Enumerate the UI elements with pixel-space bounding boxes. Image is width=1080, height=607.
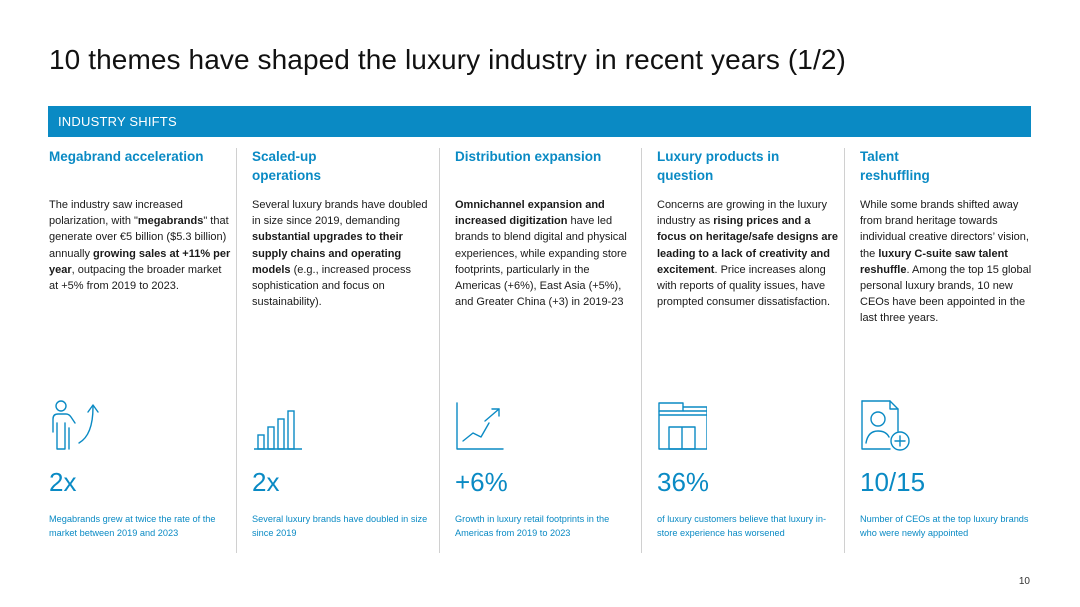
theme-column-distribution: Distribution expansion Omnichannel expan… xyxy=(455,147,635,555)
theme-body: Concerns are growing in the luxury indus… xyxy=(657,197,839,310)
theme-heading: Talent reshuffling xyxy=(860,149,930,183)
body-text: have led brands to blend digital and phy… xyxy=(455,215,627,309)
person-growth-icon xyxy=(49,399,99,451)
emphasis-text: luxury C-suite saw talent reshuffle xyxy=(860,247,1008,276)
theme-body: While some brands shifted away from bran… xyxy=(860,197,1036,327)
theme-stat: 36% xyxy=(657,467,710,497)
emphasis-text: rising prices and a focus on heritage/sa… xyxy=(657,215,838,276)
emphasis-text: megabrands xyxy=(137,215,204,228)
theme-column-megabrand: Megabrand acceleration The industry saw … xyxy=(49,147,231,555)
page-number: 10 xyxy=(1018,576,1030,587)
theme-body: The industry saw increased polarization,… xyxy=(49,197,231,294)
bar-chart-icon xyxy=(252,399,302,451)
theme-caption: Megabrands grew at twice the rate of the… xyxy=(49,514,216,538)
theme-stat: 2x xyxy=(49,467,77,497)
emphasis-text: Omnichannel expansion and increased digi… xyxy=(455,199,605,228)
body-text: . Among the top 15 global personal luxur… xyxy=(860,263,1032,325)
new-profile-icon xyxy=(860,399,910,451)
emphasis-text: substantial upgrades to their supply cha… xyxy=(252,231,403,276)
column-divider xyxy=(641,148,642,553)
theme-body: Omnichannel expansion and increased digi… xyxy=(455,197,637,310)
emphasis-text: growing sales at +11% per year xyxy=(49,247,231,276)
theme-caption: Growth in luxury retail footprints in th… xyxy=(455,514,610,538)
body-text: " that generate over €5 billion ($5.3 bi… xyxy=(49,215,229,260)
theme-heading: Scaled-up operations xyxy=(252,149,322,183)
body-text: The industry saw increased polarization,… xyxy=(49,199,183,228)
body-text: , outpacing the broader market at +5% fr… xyxy=(49,263,222,293)
theme-body: Several luxury brands have doubled in si… xyxy=(252,197,434,310)
line-growth-icon xyxy=(455,399,505,451)
body-text: While some brands shifted away from bran… xyxy=(860,199,1029,260)
column-divider xyxy=(844,148,845,553)
section-banner-label: INDUSTRY SHIFTS xyxy=(58,114,177,129)
theme-heading: Luxury products in question xyxy=(657,149,780,183)
body-text: . Price increases along with reports of … xyxy=(657,263,831,309)
theme-heading: Distribution expansion xyxy=(455,149,602,164)
page-title: 10 themes have shaped the luxury industr… xyxy=(49,44,846,75)
theme-column-scaled-up: Scaled-up operations Several luxury bran… xyxy=(252,147,432,555)
theme-caption: of luxury customers believe that luxury … xyxy=(657,514,827,538)
body-text: Concerns are growing in the luxury indus… xyxy=(657,199,827,228)
section-banner: INDUSTRY SHIFTS xyxy=(48,106,1031,137)
theme-caption: Number of CEOs at the top luxury brands … xyxy=(860,514,1029,538)
column-divider xyxy=(236,148,237,553)
body-text: Several luxury brands have doubled in si… xyxy=(252,199,428,228)
body-text: (e.g., increased process sophistication … xyxy=(252,263,411,309)
theme-stat: 10/15 xyxy=(860,467,926,497)
theme-stat: 2x xyxy=(252,467,280,497)
theme-stat: +6% xyxy=(455,467,508,497)
theme-caption: Several luxury brands have doubled in si… xyxy=(252,514,428,538)
theme-heading: Megabrand acceleration xyxy=(49,149,204,164)
column-divider xyxy=(439,148,440,553)
theme-column-luxury-products: Luxury products in question Concerns are… xyxy=(657,147,839,555)
theme-column-talent: Talent reshuffling While some brands shi… xyxy=(860,147,1040,555)
storefront-icon xyxy=(657,399,708,451)
